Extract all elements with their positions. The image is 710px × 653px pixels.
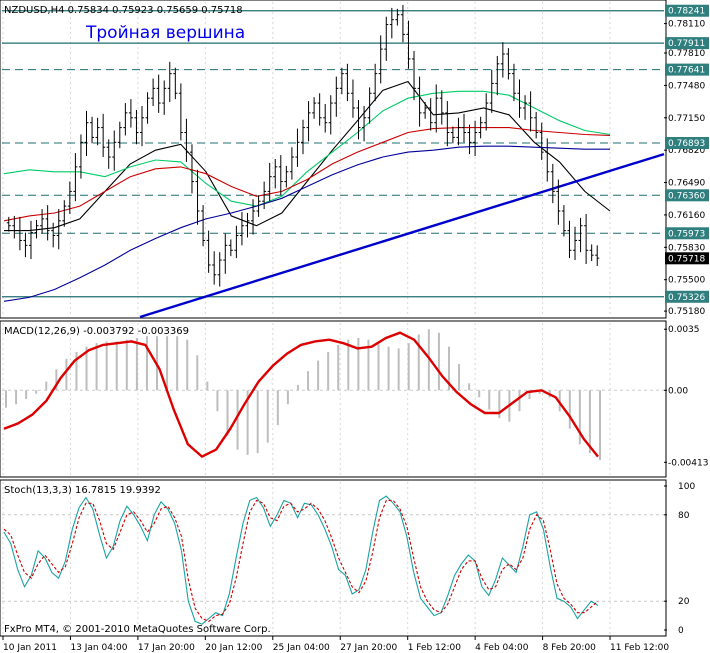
current-price-tag bbox=[665, 252, 709, 265]
price-tick-label: 0.76820 bbox=[668, 146, 705, 156]
macd-grid bbox=[2, 323, 664, 475]
level-price-label: 0.77911 bbox=[668, 39, 705, 49]
stoch-tick-label: 20 bbox=[678, 597, 690, 607]
moving-average-line bbox=[3, 90, 611, 207]
level-price-tag bbox=[665, 137, 709, 150]
stoch-grid bbox=[2, 482, 664, 634]
stoch-tick-label: 0 bbox=[678, 626, 684, 636]
time-tick-label: 1 Feb 12:00 bbox=[408, 643, 462, 653]
time-tick-label: 11 Feb 12:00 bbox=[610, 643, 669, 653]
time-tick-label: 17 Jan 20:00 bbox=[138, 643, 195, 653]
price-tick-label: 0.78110 bbox=[668, 20, 705, 30]
stoch-lines bbox=[3, 495, 599, 625]
moving-average-line bbox=[3, 145, 610, 302]
macd-signal-polyline bbox=[3, 331, 599, 459]
level-price-label: 0.76360 bbox=[668, 191, 705, 201]
stoch-line bbox=[3, 499, 599, 623]
level-price-tag bbox=[665, 63, 709, 76]
level-price-tag bbox=[665, 189, 709, 202]
level-price-label: 0.77641 bbox=[668, 66, 705, 76]
price-tick-label: 0.75180 bbox=[668, 307, 705, 317]
copyright-footer: FxPro MT4, © 2001-2010 MetaQuotes Softwa… bbox=[4, 624, 271, 635]
price-grid bbox=[2, 2, 611, 316]
macd-axis: 0.0035 0.00 -0.00413 bbox=[664, 325, 708, 468]
macd-histogram bbox=[5, 329, 601, 461]
level-price-tag bbox=[665, 37, 709, 50]
time-tick-label: 10 Jan 2011 bbox=[3, 643, 57, 653]
time-tick-label: 4 Feb 04:00 bbox=[475, 643, 529, 653]
price-tick-label: 0.76160 bbox=[668, 211, 705, 221]
price-tick-label: 0.76490 bbox=[668, 179, 705, 189]
price-header: NZDUSD,H4 0.75834 0.75923 0.75659 0.7571… bbox=[4, 5, 243, 16]
stoch-panel: 100 80 20 0 Stoch(13,3,3) 16.7815 19.9392 F… bbox=[0, 479, 695, 637]
level-price-tag bbox=[665, 227, 709, 240]
macd-tick-label: -0.00413 bbox=[668, 458, 708, 468]
pattern-annotation: Тройная вершина bbox=[85, 23, 245, 43]
stoch-header: Stoch(13,3,3) 16.7815 19.9392 bbox=[4, 485, 161, 496]
time-tick-label: 20 Jan 12:00 bbox=[205, 643, 262, 653]
price-tick-label: 0.75830 bbox=[668, 243, 705, 253]
time-axis: 10 Jan 2011 13 Jan 04:00 17 Jan 20:00 20 Ja… bbox=[2, 636, 669, 653]
time-tick-label: 8 Feb 20:00 bbox=[543, 643, 597, 653]
time-tick-label: 13 Jan 04:00 bbox=[70, 643, 127, 653]
price-axis: 0.78110 0.77810 0.77480 0.77150 0.76820 0.764… bbox=[664, 4, 709, 317]
macd-header: MACD(12,26,9) -0.003792 -0.003369 bbox=[4, 326, 189, 337]
level-price-label: 0.75326 bbox=[668, 293, 705, 303]
level-price-label: 0.76893 bbox=[668, 139, 705, 149]
price-bars bbox=[6, 4, 600, 287]
current-price-label: 0.75718 bbox=[668, 254, 705, 264]
time-tick-label: 27 Jan 20:00 bbox=[340, 643, 397, 653]
stoch-tick-label: 80 bbox=[678, 511, 690, 521]
stoch-axis: 100 80 20 0 bbox=[664, 482, 695, 636]
level-price-label: 0.75973 bbox=[668, 229, 705, 239]
macd-panel: 0.0035 0.00 -0.00413 MACD(12,26,9) -0.0037… bbox=[0, 320, 708, 478]
price-tick-label: 0.77810 bbox=[668, 49, 705, 59]
macd-signal-line bbox=[3, 331, 599, 459]
stoch-tick-label: 100 bbox=[678, 482, 695, 492]
time-tick-label: 25 Jan 04:00 bbox=[273, 643, 330, 653]
level-price-tag bbox=[665, 290, 709, 303]
moving-average-line bbox=[3, 127, 611, 222]
price-levels bbox=[2, 10, 664, 298]
trendline bbox=[139, 152, 665, 319]
macd-tick-label: 0.0035 bbox=[668, 325, 700, 335]
moving-averages bbox=[3, 80, 611, 302]
price-panel: 0.78110 0.77810 0.77480 0.77150 0.76820 0.764… bbox=[0, 0, 709, 319]
price-tick-label: 0.77150 bbox=[668, 114, 705, 124]
level-price-label: 0.78241 bbox=[668, 7, 705, 17]
trendlines bbox=[139, 152, 665, 319]
level-price-tag bbox=[665, 4, 709, 17]
price-tick-label: 0.77480 bbox=[668, 81, 705, 91]
macd-tick-label: 0.00 bbox=[668, 386, 688, 396]
price-tick-label: 0.75500 bbox=[668, 276, 705, 286]
